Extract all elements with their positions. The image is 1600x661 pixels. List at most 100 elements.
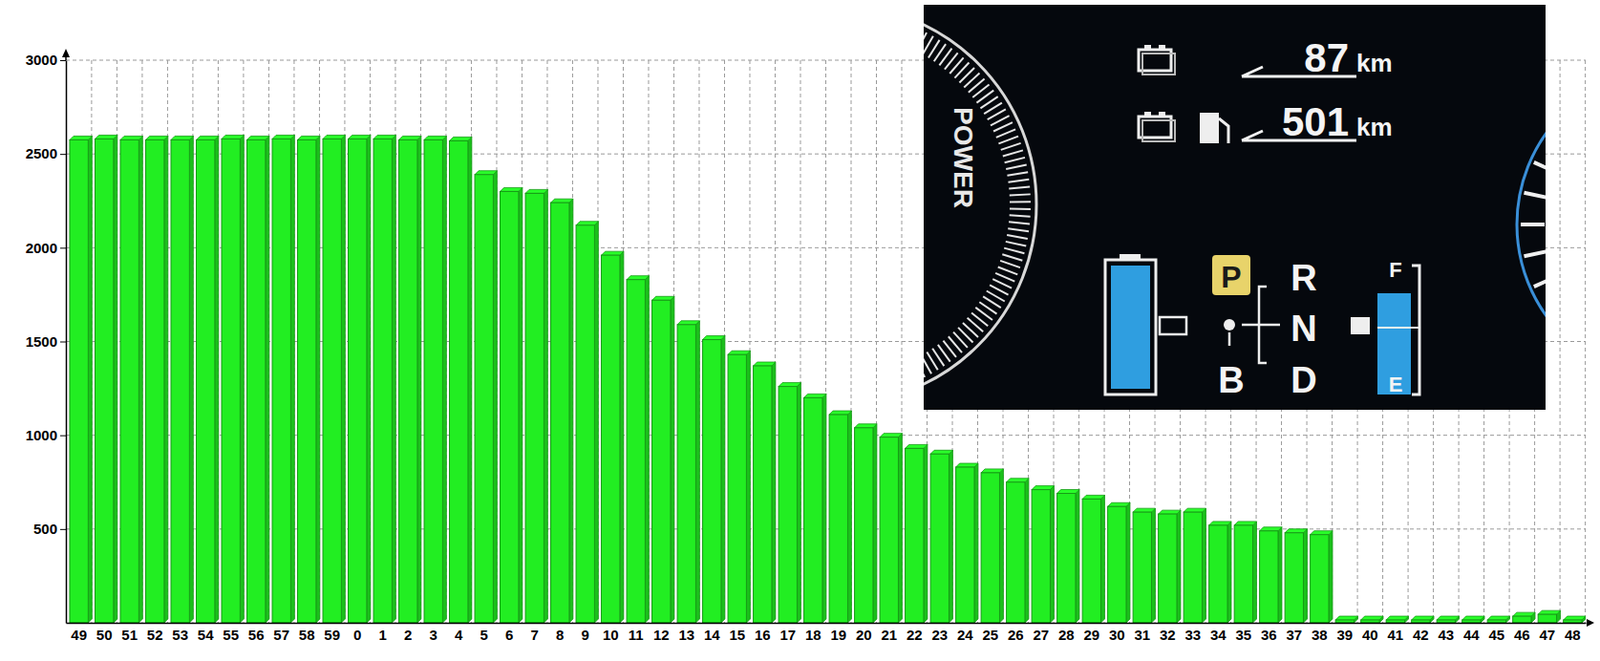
x-tick-label: 50 <box>96 626 113 643</box>
bar-top <box>1108 502 1131 507</box>
bar-side <box>341 134 345 623</box>
bar-side <box>290 134 295 623</box>
x-tick-label: 36 <box>1260 626 1278 643</box>
x-tick-label: 32 <box>1159 626 1176 643</box>
x-tick-label: 9 <box>581 626 590 643</box>
bar-top <box>1462 616 1485 620</box>
fuel-gauge-bracket <box>1411 265 1420 395</box>
x-tick: 31 <box>1133 622 1151 643</box>
bar <box>1031 490 1050 623</box>
x-tick-label: 52 <box>147 626 164 643</box>
x-tick-label: 55 <box>222 626 239 643</box>
bar-top <box>1057 490 1080 494</box>
bar-top <box>956 463 979 468</box>
gauge-tick <box>923 355 932 374</box>
bar-side <box>1302 529 1307 623</box>
gauge-tick <box>1008 187 1030 190</box>
bar-side <box>948 449 953 623</box>
x-tick-label: 30 <box>1109 626 1126 643</box>
x-tick: 23 <box>931 622 948 643</box>
bar-top <box>424 135 447 140</box>
gauge-tick <box>1009 207 1031 211</box>
x-tick: 8 <box>555 622 564 643</box>
bar-top <box>322 134 345 139</box>
bar-side <box>366 134 371 623</box>
y-axis-arrow-stem <box>64 56 67 61</box>
bar <box>1487 619 1506 623</box>
bar-side <box>1100 494 1105 623</box>
inset-texts: 87km501kmPOWERPRNBDFE <box>948 35 1404 401</box>
x-tick: 14 <box>704 622 721 643</box>
bar-side <box>999 469 1003 623</box>
x-tick-label: 24 <box>957 626 974 643</box>
x-tick: 33 <box>1184 622 1201 643</box>
bar-top <box>930 449 953 454</box>
x-tick: 32 <box>1159 622 1176 643</box>
bar-top <box>1411 616 1434 620</box>
y-tick-label: 1500 <box>25 333 58 350</box>
bar-top <box>1082 494 1105 499</box>
x-tick-label: 48 <box>1564 626 1581 643</box>
bar-top <box>677 320 700 325</box>
x-tick-label: 15 <box>728 626 746 643</box>
gauge-tick <box>1000 260 1021 268</box>
x-tick: 28 <box>1058 622 1075 643</box>
bar <box>652 299 671 623</box>
x-tick-label: 51 <box>121 626 138 643</box>
gauge-tick <box>1534 162 1546 172</box>
battery-icon <box>1142 53 1175 75</box>
bar <box>753 365 772 623</box>
bar-side <box>1328 531 1333 623</box>
y-tick-mark <box>60 341 66 343</box>
x-tick: 50 <box>96 622 113 643</box>
bar <box>677 324 696 623</box>
x-tick-label: 28 <box>1058 626 1075 643</box>
bar <box>348 138 367 623</box>
bar-top <box>195 135 218 140</box>
bar <box>170 139 190 623</box>
x-tick: 16 <box>754 622 771 643</box>
bar <box>1284 533 1303 623</box>
bar-top <box>500 187 523 192</box>
bar-top <box>1386 616 1408 620</box>
bar <box>1082 498 1101 623</box>
bar-top <box>1513 612 1536 617</box>
bar-side <box>796 383 801 623</box>
bar-side <box>1151 508 1155 623</box>
gauge-tick <box>1520 222 1545 227</box>
shift-dot <box>1223 319 1236 331</box>
bar-top <box>474 170 497 175</box>
x-tick-label: 2 <box>404 626 412 643</box>
bar-top <box>1335 616 1358 620</box>
x-tick: 27 <box>1032 622 1049 643</box>
gauge-tick <box>1009 214 1031 216</box>
x-tick: 46 <box>1514 622 1531 643</box>
x-tick: 5 <box>480 622 489 643</box>
bar-top <box>1310 531 1333 535</box>
gauge-tick <box>1523 251 1546 256</box>
bar-side <box>847 410 852 623</box>
bar <box>298 139 317 623</box>
gauge-tick <box>1002 254 1023 260</box>
dashboard-inset: 87km501kmPOWERPRNBDFE <box>637 4 1600 410</box>
bar-side <box>87 135 92 623</box>
bar <box>930 453 949 623</box>
bar-top <box>170 135 193 140</box>
bar-top <box>905 444 928 448</box>
bar-top <box>601 251 624 256</box>
bar-top <box>94 134 117 139</box>
y-tick: 2000 <box>25 239 66 256</box>
y-tick-mark <box>60 529 66 531</box>
bar <box>1436 619 1455 623</box>
gauge-ring <box>1516 67 1546 382</box>
x-tick: 12 <box>653 622 670 643</box>
bar-top <box>1259 527 1282 532</box>
bar-top <box>120 135 143 140</box>
bar-side <box>569 198 574 623</box>
bar-top <box>981 469 1003 473</box>
bar <box>221 138 240 623</box>
x-tick-label: 31 <box>1133 626 1151 643</box>
x-axis-arrow <box>1586 618 1595 627</box>
x-tick: 53 <box>171 622 189 643</box>
annotation: R <box>1290 257 1317 299</box>
